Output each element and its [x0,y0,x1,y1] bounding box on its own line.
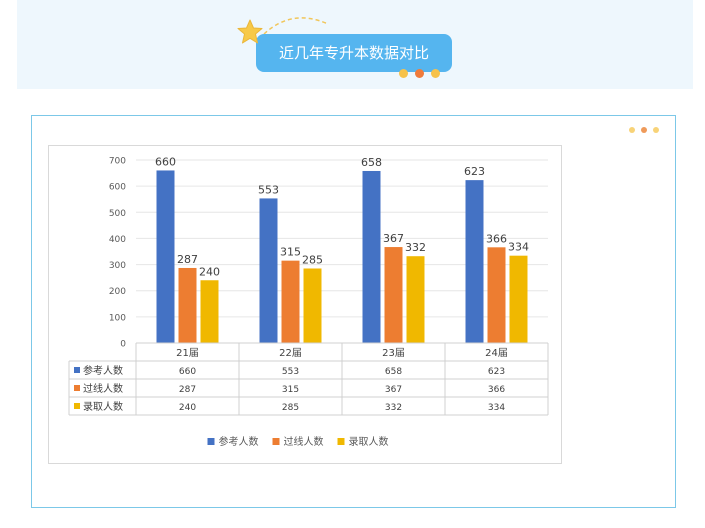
table-cell: 660 [179,367,196,377]
table-row-label: 录取人数 [83,400,123,413]
table-cell: 366 [488,385,505,395]
legend-label: 录取人数 [349,435,389,448]
table-legend-key [74,385,80,391]
decor-dot [641,127,647,133]
table-cell: 553 [282,367,299,377]
data-label: 287 [177,253,198,266]
legend-swatch [272,438,280,445]
data-label: 332 [405,241,426,254]
data-label: 315 [280,246,301,259]
bar-chart: 0 100 200 300 400 500 600 700 660 553 658 623 287 315… [68,155,549,448]
y-tick-label: 100 [109,313,126,323]
y-tick-label: 600 [109,183,126,193]
decor-dot [399,69,408,78]
x-tick-label: 22届 [279,347,302,359]
table-cell: 332 [385,403,402,413]
decor-dot [653,127,659,133]
y-tick-label: 500 [109,209,126,219]
table-cell: 285 [282,403,299,413]
bar-参考人数 [362,170,381,343]
bar-录取人数 [303,268,322,343]
table-row-label: 参考人数 [83,364,123,377]
table-cell: 287 [179,385,196,395]
data-label: 660 [155,155,176,168]
chart-container: 0 100 200 300 400 500 600 700 660 553 658 623 287 315… [48,145,562,464]
bar-过线人数 [281,260,300,343]
legend-swatch [337,438,345,445]
bar-参考人数 [465,180,484,343]
data-label: 334 [508,241,529,254]
legend-label: 参考人数 [219,435,259,448]
data-label: 623 [464,165,485,178]
bar-录取人数 [509,255,528,343]
x-tick-label: 23届 [382,347,405,359]
table-cell: 240 [179,403,196,413]
data-label: 240 [199,265,220,278]
data-label: 285 [302,253,323,266]
data-label: 553 [258,183,279,196]
bar-录取人数 [200,280,219,343]
star-icon [237,19,263,44]
data-label: 658 [361,156,382,169]
decor-dot [629,127,635,133]
bar-参考人数 [259,198,278,343]
decor-dot [415,69,424,78]
table-cell: 367 [385,385,402,395]
legend-label: 过线人数 [284,435,324,448]
table-cell: 623 [488,367,505,377]
bar-过线人数 [487,247,506,343]
decorative-arc [263,17,329,35]
table-row-label: 过线人数 [83,382,123,395]
y-tick-label: 700 [109,157,126,167]
table-legend-key [74,367,80,373]
x-tick-label: 24届 [485,347,508,359]
data-label: 366 [486,232,507,245]
bar-录取人数 [406,256,425,343]
bar-过线人数 [384,247,403,343]
y-tick-label: 200 [109,287,126,297]
x-tick-label: 21届 [176,347,199,359]
table-cell: 315 [282,385,299,395]
table-legend-key [74,403,80,409]
table-cell: 334 [488,403,505,413]
y-tick-label: 300 [109,261,126,271]
bar-参考人数 [156,170,175,343]
table-cell: 658 [385,367,402,377]
bar-过线人数 [178,267,197,343]
legend-swatch [207,438,215,445]
decor-dot [431,69,440,78]
y-tick-label: 0 [120,340,126,350]
data-label: 367 [383,232,404,245]
y-tick-label: 400 [109,235,126,245]
page-title: 近几年专升本数据对比 [256,34,452,72]
